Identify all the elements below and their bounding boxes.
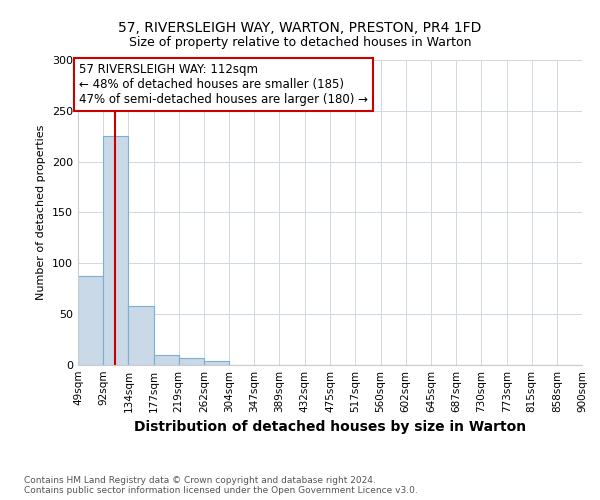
X-axis label: Distribution of detached houses by size in Warton: Distribution of detached houses by size …: [134, 420, 526, 434]
Bar: [103, 136, 128, 365]
Bar: [78, 276, 103, 365]
Bar: [128, 306, 154, 365]
Text: 57, RIVERSLEIGH WAY, WARTON, PRESTON, PR4 1FD: 57, RIVERSLEIGH WAY, WARTON, PRESTON, PR…: [118, 20, 482, 34]
Text: Size of property relative to detached houses in Warton: Size of property relative to detached ho…: [129, 36, 471, 49]
Text: Contains HM Land Registry data © Crown copyright and database right 2024.
Contai: Contains HM Land Registry data © Crown c…: [24, 476, 418, 495]
Y-axis label: Number of detached properties: Number of detached properties: [37, 125, 46, 300]
Bar: [154, 355, 179, 365]
Bar: [204, 361, 229, 365]
Text: 57 RIVERSLEIGH WAY: 112sqm
← 48% of detached houses are smaller (185)
47% of sem: 57 RIVERSLEIGH WAY: 112sqm ← 48% of deta…: [79, 63, 368, 106]
Bar: [179, 358, 204, 365]
